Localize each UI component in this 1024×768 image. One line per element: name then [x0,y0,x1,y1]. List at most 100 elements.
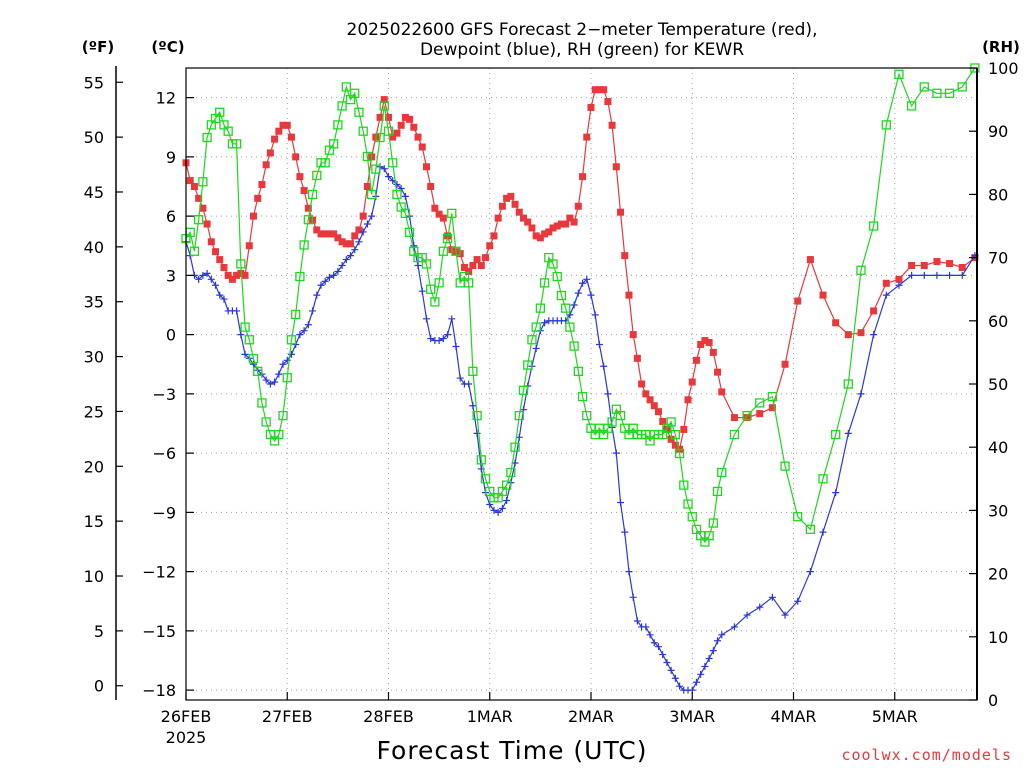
temperature-point [338,238,346,246]
temperature-point [701,337,709,345]
rh-point [670,429,681,440]
dewpoint-point [591,311,599,319]
rh-point [729,429,740,440]
rh-point [383,126,394,136]
fahrenheit-tick-label: 5 [94,622,104,641]
dewpoint-point [895,281,903,289]
rh-tick-label: 60 [988,312,1008,331]
temperature-point [287,133,295,141]
rh-point [615,410,626,421]
fahrenheit-tick-label: 45 [84,183,104,202]
temperature-point [317,230,325,238]
temperature-point [743,414,751,422]
temperature-point [806,256,814,264]
temperature-point [528,224,536,232]
temperature-point [541,230,549,238]
temperature-point [870,307,878,315]
rh-point [430,297,440,307]
rh-point [354,107,364,117]
rh-point [198,177,208,187]
rh-point [708,518,718,528]
temperature-point [334,234,342,242]
celsius-tick-label: 6 [166,207,176,226]
rh-point [248,354,259,364]
dewpoint-point [287,350,295,358]
temperature-point [321,230,329,238]
rh-point [687,512,697,522]
dewpoint-point [697,670,705,678]
rh-point [831,429,841,440]
dewpoint-point [806,568,814,576]
x-start-year-label: 2025 [166,728,207,747]
rh-point [291,309,301,320]
dewpoint-point [600,362,608,370]
dewpoint-point [414,262,422,269]
dewpoint-point [195,275,203,283]
rh-point [468,366,478,377]
rh-point [780,461,790,471]
fahrenheit-tick-label: 55 [84,73,104,92]
rh-point [388,158,398,168]
rh-point [717,467,727,478]
rh-point [565,322,575,332]
temperature-point [427,183,435,190]
rh-point [404,227,415,237]
temperature-point [376,113,384,121]
rh-point [371,164,381,174]
temperature-point [536,234,544,242]
temperature-point [756,410,764,418]
temperature-point [220,263,228,271]
temperature-point [511,200,519,208]
temperature-point [794,297,802,305]
rh-point [434,278,444,288]
celsius-tick-label: −6 [152,444,176,463]
temperature-series [182,86,979,453]
temperature-point [279,121,287,129]
temperature-point [262,161,270,169]
fahrenheit-tick-label: 0 [94,677,104,696]
temperature-point [946,260,954,268]
dewpoint-point [359,228,367,236]
rh-point [236,259,246,269]
celsius-tick-label: −18 [142,681,176,700]
temperature-point [359,212,367,220]
dewpoint-point [330,271,338,279]
celsius-tick-label: −15 [142,622,176,641]
rh-point [510,442,520,452]
dewpoint-point [617,499,625,506]
temperature-point [482,254,490,262]
x-tick-label: 5MAR [872,707,918,726]
dewpoint-point [342,256,350,264]
temperature-point [857,329,865,337]
dewpoint-point [317,281,325,289]
temperature-point [406,115,414,123]
dewpoint-point [427,335,435,343]
fahrenheit-tick-label: 15 [84,512,104,531]
dewpoint-point [355,238,363,246]
temperature-point [545,228,553,236]
dewpoint-series [182,163,979,694]
temperature-point [418,143,426,151]
temperature-point [330,230,338,238]
temperature-point [570,218,578,226]
temperature-point [347,240,355,248]
dewpoint-point [633,617,641,625]
rh-point [337,101,347,111]
dewpoint-point [819,528,827,536]
dewpoint-point [756,603,764,611]
rh-point [843,379,853,389]
dewpoint-point [410,242,418,250]
dewpoint-point [503,497,511,505]
fahrenheit-tick-label: 30 [84,348,104,367]
dewpoint-point [266,380,274,388]
dewpoint-point [207,275,215,283]
rh-point [274,429,284,440]
temperature-point [671,441,679,449]
dewpoint-point [574,289,582,297]
temperature-point [460,263,468,271]
temperature-point [583,133,591,141]
rh-point [194,215,204,225]
temperature-point [271,135,279,143]
temperature-point [587,104,595,111]
dewpoint-point [587,291,595,299]
